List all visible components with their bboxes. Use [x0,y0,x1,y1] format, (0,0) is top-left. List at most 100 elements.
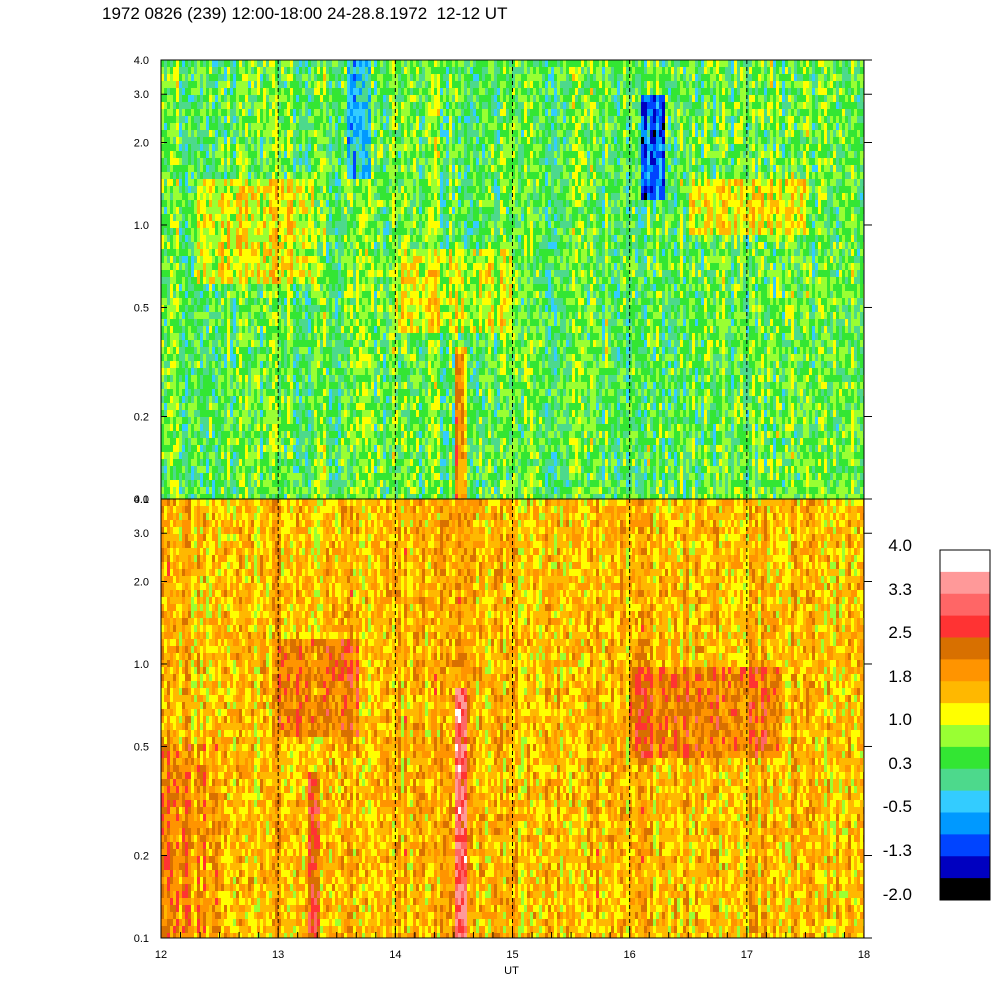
top-heatmap-cell [275,431,278,438]
top-heatmap-cell [161,193,164,200]
top-heatmap-cell [275,452,278,459]
top-heatmap-cell [197,102,200,109]
top-heatmap-cell [200,221,203,228]
top-heatmap-cell [311,438,314,445]
top-heatmap-cell [227,396,230,403]
top-heatmap-cell [323,382,326,389]
top-heatmap-cell [356,277,359,284]
top-heatmap-cell [239,256,242,263]
top-heatmap-cell [236,473,239,480]
top-heatmap-cell [182,144,185,151]
top-heatmap-cell [236,445,239,452]
top-heatmap-cell [335,116,338,123]
top-heatmap-cell [380,193,383,200]
top-heatmap-cell [335,165,338,172]
top-heatmap-cell [230,326,233,333]
top-heatmap-cell [164,81,167,88]
top-heatmap-cell [284,102,287,109]
top-heatmap-cell [389,291,392,298]
top-heatmap-cell [395,452,398,459]
top-heatmap-cell [356,487,359,494]
top-heatmap-cell [320,305,323,312]
top-heatmap-cell [275,95,278,102]
top-heatmap-cell [347,417,350,424]
top-heatmap-cell [194,319,197,326]
top-heatmap-cell [305,291,308,298]
top-heatmap-cell [338,326,341,333]
top-heatmap-cell [245,480,248,487]
top-heatmap-cell [314,95,317,102]
top-heatmap-cell [206,403,209,410]
top-heatmap-cell [170,60,173,67]
top-heatmap-cell [185,151,188,158]
top-heatmap-cell [260,137,263,144]
top-heatmap-cell [278,291,281,298]
top-heatmap-cell [164,284,167,291]
top-heatmap-cell [386,459,389,466]
top-heatmap-cell [365,473,368,480]
top-heatmap-cell [380,60,383,67]
top-heatmap-cell [332,95,335,102]
top-heatmap-cell [206,347,209,354]
top-heatmap-cell [347,487,350,494]
top-heatmap-cell [185,354,188,361]
top-heatmap-cell [299,270,302,277]
top-heatmap-cell [353,235,356,242]
top-heatmap-cell [317,186,320,193]
top-heatmap-cell [176,487,179,494]
top-heatmap-cell [278,179,281,186]
top-heatmap-cell [164,109,167,116]
top-heatmap-cell [383,207,386,214]
top-heatmap-cell [299,452,302,459]
top-heatmap-cell [164,459,167,466]
top-heatmap-cell [329,277,332,284]
top-heatmap-cell [371,347,374,354]
top-heatmap-cell [329,207,332,214]
top-heatmap-cell [260,298,263,305]
top-heatmap-cell [167,494,170,499]
top-heatmap-cell [167,340,170,347]
top-heatmap-cell [212,368,215,375]
top-heatmap-cell [224,172,227,179]
top-heatmap-cell [311,305,314,312]
top-heatmap-cell [323,67,326,74]
top-heatmap-cell [182,130,185,137]
top-heatmap-cell [398,67,401,74]
top-heatmap-cell [257,74,260,81]
top-heatmap-cell [179,361,182,368]
top-heatmap-cell [257,382,260,389]
top-heatmap-cell [386,151,389,158]
top-heatmap-cell [320,487,323,494]
top-heatmap-cell [308,214,311,221]
top-heatmap-cell [287,109,290,116]
top-heatmap-cell [173,424,176,431]
top-heatmap-cell [230,438,233,445]
top-heatmap-cell [269,249,272,256]
top-heatmap-cell [389,88,392,95]
top-heatmap-cell [395,375,398,382]
top-heatmap-cell [164,326,167,333]
top-heatmap-cell [395,354,398,361]
top-heatmap-cell [371,305,374,312]
top-heatmap-cell [296,158,299,165]
top-heatmap-cell [269,67,272,74]
top-heatmap-cell [299,396,302,403]
top-heatmap-cell [392,200,395,207]
top-heatmap-cell [383,291,386,298]
top-heatmap-cell [377,172,380,179]
top-heatmap-cell [311,494,314,499]
top-heatmap-cell [203,340,206,347]
top-heatmap-cell [164,424,167,431]
top-heatmap-cell [206,452,209,459]
top-heatmap-cell [290,130,293,137]
top-heatmap-cell [350,207,353,214]
top-heatmap-cell [386,88,389,95]
top-heatmap-cell [236,333,239,340]
top-heatmap-cell [248,291,251,298]
top-heatmap-cell [332,459,335,466]
top-heatmap-cell [245,256,248,263]
top-heatmap-cell [164,431,167,438]
top-heatmap-cell [197,277,200,284]
top-heatmap-cell [209,382,212,389]
top-heatmap-cell [287,354,290,361]
